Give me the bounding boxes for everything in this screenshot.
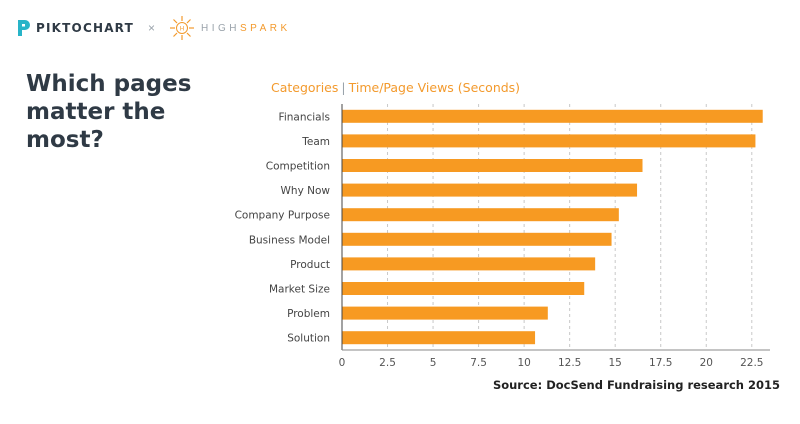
x-tick-label: 17.5 bbox=[649, 357, 672, 369]
bar bbox=[342, 306, 548, 320]
x-tick-label: 20 bbox=[700, 357, 713, 369]
x-tick-label: 5 bbox=[430, 357, 437, 369]
bar bbox=[342, 208, 619, 222]
category-label: Why Now bbox=[281, 185, 331, 197]
source-note: Source: DocSend Fundraising research 201… bbox=[492, 378, 780, 392]
bar bbox=[342, 134, 756, 148]
legend-measure: Time/Page Views (Seconds) bbox=[348, 80, 521, 95]
bar bbox=[342, 159, 643, 172]
x-tick-label: 22.5 bbox=[740, 357, 763, 369]
bar bbox=[342, 282, 585, 295]
x-tick-label: 2.5 bbox=[379, 357, 396, 369]
x-tick-label: 15 bbox=[609, 357, 622, 369]
piktochart-logo: PIKTOCHART bbox=[16, 19, 134, 37]
category-label: Competition bbox=[266, 161, 330, 173]
brand-bar: PIKTOCHART × H HIGHSPARK bbox=[16, 16, 291, 40]
category-labels: Financials Team Competition Why Now Company … bbox=[235, 111, 331, 344]
category-label: Market Size bbox=[269, 284, 330, 296]
category-label: Financials bbox=[279, 111, 330, 123]
x-tick-label: 12.5 bbox=[558, 357, 581, 369]
page-title: Which pages matter the most? bbox=[26, 71, 192, 153]
highspark-wordmark-high: HIGH bbox=[200, 22, 240, 34]
category-label: Problem bbox=[287, 308, 330, 320]
bar bbox=[342, 109, 763, 123]
category-label: Business Model bbox=[249, 234, 330, 246]
x-tick-labels: 0 2.5 5 7.5 10 12.5 15 17.5 20 22.5 bbox=[339, 357, 764, 369]
highspark-sun-icon: H bbox=[169, 16, 194, 40]
x-tick-label: 7.5 bbox=[470, 357, 487, 369]
legend-categories: Categories bbox=[271, 80, 339, 95]
piktochart-mark-icon bbox=[18, 20, 30, 36]
highspark-wordmark-spark: SPARK bbox=[239, 22, 291, 34]
category-label: Product bbox=[290, 259, 330, 271]
highspark-logo: H HIGHSPARK bbox=[169, 15, 291, 41]
category-label: Company Purpose bbox=[235, 210, 330, 222]
legend-divider: | bbox=[341, 80, 346, 95]
chart-legend: Categories | Time/Page Views (Seconds) bbox=[271, 80, 520, 95]
x-tick-label: 10 bbox=[517, 357, 530, 369]
bar bbox=[342, 232, 612, 246]
brand-separator: × bbox=[147, 21, 155, 35]
category-label: Solution bbox=[287, 333, 330, 345]
bars bbox=[342, 109, 763, 345]
piktochart-wordmark: PIKTOCHART bbox=[36, 21, 134, 35]
bar bbox=[342, 183, 638, 197]
x-tick-label: 0 bbox=[339, 357, 346, 369]
bar bbox=[342, 331, 536, 345]
category-label: Team bbox=[301, 136, 330, 148]
bar bbox=[342, 257, 596, 271]
highspark-mark-letter: H bbox=[180, 26, 185, 33]
highspark-wordmark: HIGHSPARK bbox=[201, 23, 291, 34]
